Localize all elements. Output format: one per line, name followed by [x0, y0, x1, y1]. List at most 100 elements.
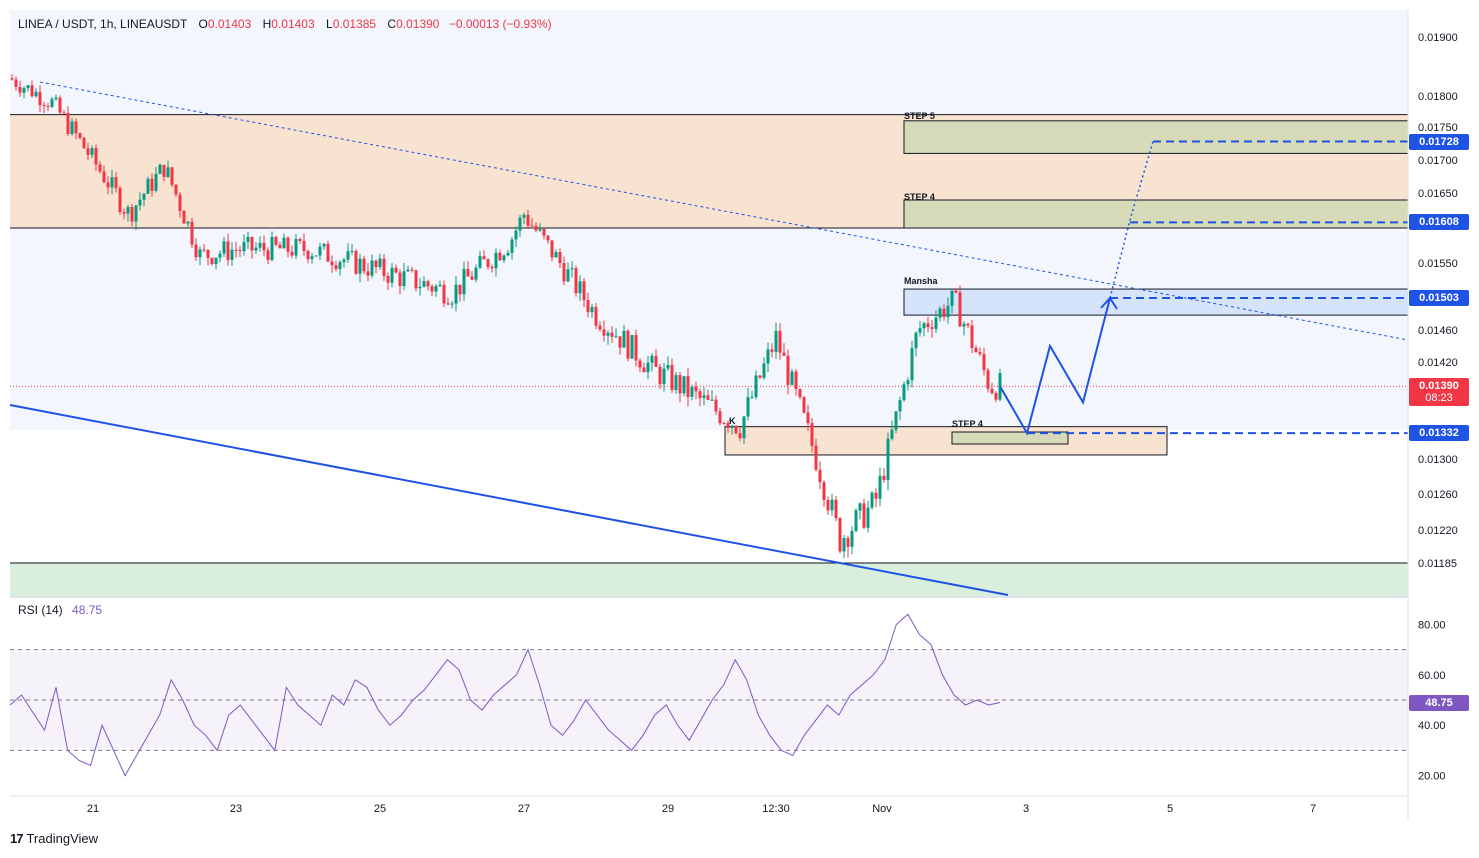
candle-body	[830, 499, 834, 511]
candle	[186, 221, 190, 227]
candle-body	[374, 260, 378, 267]
candle-body	[946, 305, 950, 318]
candle	[78, 132, 82, 140]
candle-body	[370, 260, 374, 276]
candle-body	[50, 99, 54, 107]
candle	[890, 420, 894, 441]
candle-body	[918, 328, 922, 333]
candle-body	[366, 271, 370, 276]
candle	[742, 415, 746, 444]
candle-body	[318, 246, 322, 256]
candle	[726, 420, 730, 433]
candle	[750, 390, 754, 399]
candle	[622, 324, 626, 348]
symbol-title[interactable]: LINEA / USDT, 1h, LINEAUSDT	[18, 17, 188, 31]
candle-body	[94, 148, 98, 165]
candle-body	[234, 249, 238, 251]
candle-body	[330, 261, 334, 266]
candle	[334, 260, 338, 272]
candle	[338, 260, 342, 276]
step4-upper-zone	[903, 199, 1409, 229]
candle	[970, 319, 974, 354]
candle-body	[154, 173, 158, 191]
candle-body	[174, 184, 178, 195]
candle-body	[794, 371, 798, 390]
ok-label: K	[729, 416, 736, 426]
candle	[330, 255, 334, 273]
candle	[166, 160, 170, 179]
candle-body	[538, 228, 542, 231]
candle	[118, 185, 122, 215]
candle-body	[126, 207, 130, 214]
candle-body	[730, 425, 734, 428]
candle-body	[270, 236, 274, 260]
candle-body	[710, 399, 714, 401]
candle	[994, 391, 998, 403]
candle	[182, 209, 186, 224]
candle-body	[862, 503, 866, 528]
candle-body	[542, 228, 546, 236]
candle	[766, 342, 770, 372]
price-tag-value: 0.01332	[1419, 427, 1459, 440]
candle	[482, 250, 486, 260]
candle-body	[746, 397, 750, 417]
candle	[370, 254, 374, 279]
candle-body	[18, 86, 22, 93]
projection-path	[999, 297, 1111, 436]
rsi-header[interactable]: RSI (14) 48.75	[18, 603, 102, 617]
candle-body	[790, 371, 794, 385]
candle	[938, 306, 942, 322]
candle	[374, 259, 378, 274]
price-tag-value: 0.01390	[1419, 380, 1459, 393]
brand[interactable]: 17 TradingView	[10, 831, 98, 846]
candle-body	[130, 207, 134, 222]
candle	[54, 94, 58, 101]
candle	[258, 236, 262, 252]
candle	[262, 235, 266, 257]
candle-body	[282, 237, 286, 249]
symbol-header: LINEA / USDT, 1h, LINEAUSDT O0.01403 H0.…	[18, 17, 552, 31]
candle	[966, 322, 970, 329]
candle-body	[570, 268, 574, 270]
candle	[698, 388, 702, 406]
candle-body	[378, 258, 382, 267]
open-label: O	[198, 17, 208, 31]
candle-body	[390, 267, 394, 283]
open-value: 0.01403	[207, 17, 252, 31]
candle-body	[762, 363, 766, 378]
candle	[998, 368, 1002, 402]
candle-body	[238, 250, 242, 252]
candle-body	[630, 335, 634, 359]
candle-body	[498, 252, 502, 261]
candle	[602, 320, 606, 342]
candle	[30, 80, 34, 98]
candle-body	[354, 250, 358, 274]
candle-body	[262, 242, 266, 251]
candle-body	[382, 258, 386, 276]
candle	[210, 257, 214, 266]
candle-body	[254, 247, 258, 251]
candle	[202, 244, 206, 253]
candle	[786, 349, 790, 395]
candle	[298, 237, 302, 244]
candle-body	[654, 355, 658, 367]
time-tick-label: 25	[374, 803, 386, 815]
candle	[362, 255, 366, 275]
candle	[614, 328, 618, 338]
candle	[578, 275, 582, 301]
candle-body	[870, 492, 874, 508]
candle-body	[738, 433, 742, 439]
candle-body	[326, 243, 330, 262]
candle	[666, 356, 670, 371]
candle	[82, 137, 86, 149]
price-tick-label: 0.01420	[1418, 357, 1458, 369]
candle	[874, 488, 878, 508]
candle	[226, 233, 230, 266]
candle-body	[822, 482, 826, 501]
candle-body	[702, 395, 706, 398]
candle-body	[290, 251, 294, 256]
candle-body	[766, 349, 770, 364]
candle	[366, 263, 370, 282]
candle	[898, 396, 902, 420]
candle-body	[82, 137, 86, 149]
